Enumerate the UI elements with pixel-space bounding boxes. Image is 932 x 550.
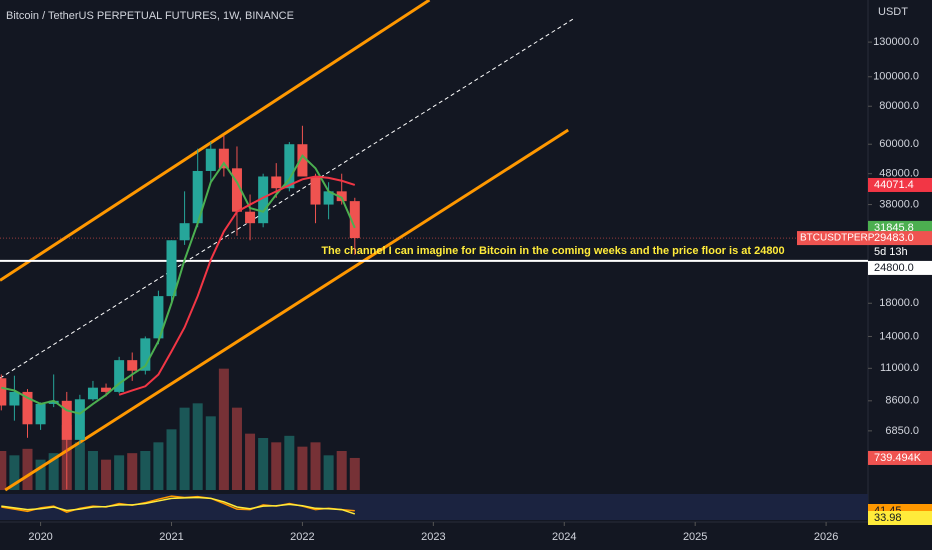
y-tick-label: 38000.0	[879, 198, 919, 210]
y-tick-label: 18000.0	[879, 297, 919, 309]
volume-bar	[310, 442, 321, 490]
line-price-label: 31845.8	[874, 222, 914, 234]
candle-body	[245, 211, 256, 224]
volume-bar	[297, 446, 308, 490]
chart-title: Bitcoin / TetherUS PERPETUAL FUTURES, 1W…	[6, 10, 294, 22]
y-tick-label: 60000.0	[879, 138, 919, 150]
volume-bar	[0, 451, 7, 490]
volume-bar	[153, 442, 164, 490]
indicator-label-box	[868, 511, 932, 525]
channel-line	[4, 128, 570, 492]
x-tick-label: 2024	[552, 531, 576, 543]
y-tick-label: 11000.0	[880, 362, 919, 374]
volume-label-box	[868, 450, 932, 465]
volume-bar	[35, 459, 46, 490]
symbol-label: BTCUSDTPERP	[800, 233, 875, 244]
candle-body	[258, 176, 269, 224]
countdown: 5d 13h	[874, 246, 908, 258]
candle-body	[127, 360, 138, 371]
volume-bar	[22, 448, 33, 490]
volume-bar	[114, 455, 125, 490]
candle-body	[297, 144, 308, 177]
volume-bar	[258, 438, 269, 490]
candle-body	[61, 400, 72, 440]
volume-bar	[323, 455, 334, 490]
y-tick-label: 130000.0	[873, 36, 919, 48]
floor-label: 24800.0	[874, 262, 914, 274]
volume-bar	[231, 407, 242, 490]
last-price-label: 29483.0	[874, 232, 914, 244]
candle-body	[48, 400, 59, 404]
volume-bar	[271, 442, 282, 490]
candle-body	[153, 296, 164, 339]
y-tick-label: 8600.0	[885, 395, 919, 407]
candle-body	[231, 168, 242, 212]
candle-body	[218, 148, 229, 169]
channel-line	[0, 0, 431, 282]
candle-body	[0, 378, 7, 406]
candle-body	[179, 223, 190, 241]
volume-bar	[192, 403, 203, 490]
volume-bar	[179, 407, 190, 490]
y-tick-label: 6850.0	[885, 425, 919, 437]
volume-bar	[48, 453, 59, 490]
candle-body	[271, 176, 282, 189]
x-tick-label: 2025	[683, 531, 707, 543]
y-tick-label: 80000.0	[879, 100, 919, 112]
volume-bar	[140, 451, 151, 490]
volume-bar	[127, 453, 138, 490]
candle-body	[192, 170, 203, 224]
y-tick-label: 100000.0	[873, 71, 919, 83]
candle-body	[22, 391, 33, 425]
candle-body	[336, 191, 347, 202]
candle-body	[35, 403, 46, 425]
volume-bar	[74, 442, 85, 490]
line-price-label: 44071.4	[874, 179, 914, 191]
currency: USDT	[878, 6, 908, 18]
candle-body	[87, 387, 98, 400]
trend-line	[0, 17, 576, 379]
moving-average	[118, 175, 356, 396]
volume-bar	[349, 457, 360, 490]
x-tick-label: 2023	[421, 531, 445, 543]
indicator-line	[1, 496, 356, 515]
volume-bar	[336, 451, 347, 490]
x-tick-label: 2026	[814, 531, 838, 543]
volume-bar	[9, 455, 20, 490]
volume-bar	[284, 435, 295, 490]
x-tick-label: 2021	[159, 531, 183, 543]
x-tick-label: 2022	[290, 531, 314, 543]
x-tick-label: 2020	[28, 531, 52, 543]
line-price-label-box	[868, 177, 932, 192]
volume-bar	[218, 368, 229, 490]
last-price-label-box	[868, 231, 932, 246]
indicator-pane	[0, 494, 868, 520]
volume-bar	[87, 451, 98, 490]
floor-label-box	[868, 260, 932, 275]
candle-body	[323, 191, 334, 205]
indicator-label: 33.98	[874, 512, 902, 524]
candle-body	[9, 391, 20, 406]
candle-body	[284, 144, 295, 189]
candle-body	[349, 201, 360, 239]
annotation: The channel I can imagine for Bitcoin in…	[321, 245, 784, 257]
volume-bar	[245, 433, 256, 490]
candle-body	[101, 387, 112, 392]
candle-body	[140, 338, 151, 371]
candle-body	[74, 399, 85, 440]
candle-body	[310, 176, 321, 205]
volume-bar	[205, 416, 216, 490]
y-tick-label: 14000.0	[879, 330, 919, 342]
y-tick-label: 48000.0	[879, 168, 919, 180]
volume-bar	[166, 429, 177, 490]
symbol-box	[797, 231, 868, 246]
volume-bar	[101, 459, 112, 490]
candle-body	[166, 240, 177, 297]
moving-average	[1, 154, 356, 415]
volume-label: 739.494K	[874, 452, 922, 464]
candle-body	[114, 360, 125, 392]
candle-body	[205, 148, 216, 171]
